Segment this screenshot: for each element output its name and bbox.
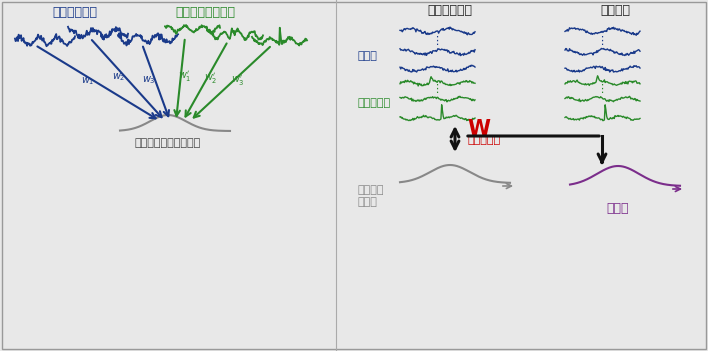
Text: $w_1$: $w_1$ bbox=[81, 75, 95, 86]
Text: 一部のデータ: 一部のデータ bbox=[428, 5, 472, 18]
Text: 再構成: 再構成 bbox=[607, 201, 629, 214]
Text: デコーダー: デコーダー bbox=[467, 135, 500, 145]
Text: ⋮: ⋮ bbox=[431, 36, 442, 46]
Text: $w_3'$: $w_3'$ bbox=[231, 73, 244, 88]
Text: $w_1'$: $w_1'$ bbox=[178, 69, 192, 84]
Text: 別データ: 別データ bbox=[600, 5, 630, 18]
Text: $w_2'$: $w_2'$ bbox=[204, 71, 217, 86]
Text: 感覚受容器の活動: 感覚受容器の活動 bbox=[175, 7, 235, 20]
Text: 運動野: 運動野 bbox=[357, 51, 377, 61]
Text: ⋮: ⋮ bbox=[596, 84, 607, 94]
Text: $w_2$: $w_2$ bbox=[113, 71, 126, 83]
Text: 運動野の活動: 運動野の活動 bbox=[52, 7, 98, 20]
Text: $\bf{W}$: $\bf{W}$ bbox=[467, 119, 491, 139]
Text: 感覚受容器: 感覚受容器 bbox=[357, 98, 390, 108]
Text: $w_3$: $w_3$ bbox=[142, 74, 156, 86]
Text: 一次体性
感覚野: 一次体性 感覚野 bbox=[357, 185, 384, 207]
Text: 一次体性感覚野の活動: 一次体性感覚野の活動 bbox=[135, 138, 201, 148]
Text: ⋮: ⋮ bbox=[596, 36, 607, 46]
Text: ⋮: ⋮ bbox=[431, 84, 442, 94]
